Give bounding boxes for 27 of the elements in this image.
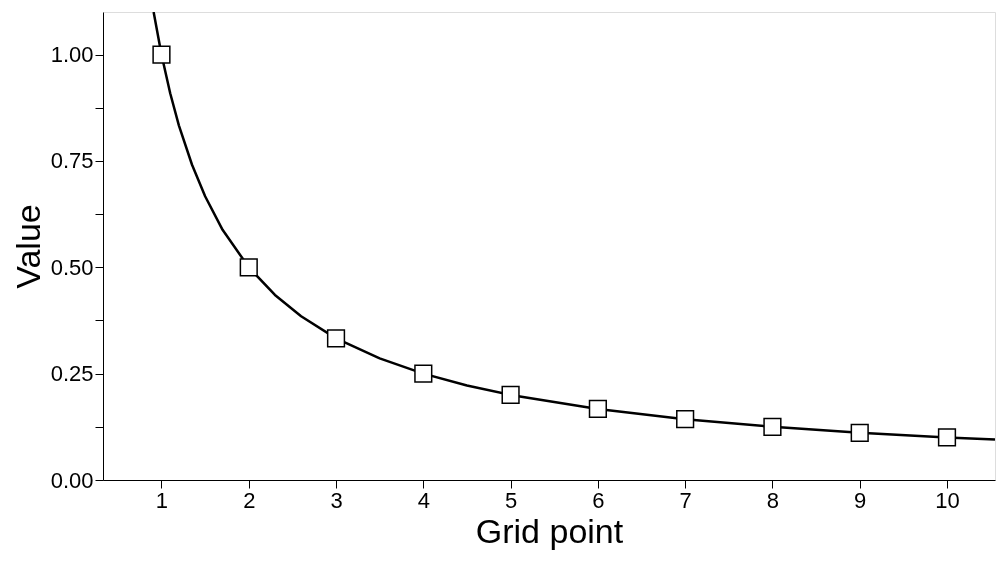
x-tick-label: 4 bbox=[417, 487, 430, 513]
x-tick-label: 7 bbox=[679, 487, 692, 513]
y-tick-label: 0.25 bbox=[50, 361, 94, 387]
point bbox=[588, 399, 607, 419]
point bbox=[414, 364, 433, 383]
point bbox=[152, 45, 171, 64]
y-tick-label: 1.00 bbox=[50, 42, 94, 68]
x-tick-label: 9 bbox=[854, 487, 867, 513]
y-tick-label: 0.75 bbox=[50, 148, 94, 174]
point bbox=[326, 329, 346, 348]
point bbox=[763, 417, 782, 436]
x-tick-label: 3 bbox=[330, 487, 343, 513]
x-tick-label: 6 bbox=[592, 487, 605, 513]
x-tick-label: 2 bbox=[243, 487, 256, 513]
x-tick-label: 10 bbox=[935, 487, 960, 513]
point bbox=[676, 410, 695, 429]
point bbox=[937, 428, 957, 447]
point bbox=[239, 258, 258, 277]
x-tick-label: 1 bbox=[155, 487, 169, 513]
y-axis-title: Value bbox=[8, 204, 47, 289]
point bbox=[501, 385, 520, 405]
x-tick-label: 8 bbox=[766, 487, 780, 513]
point bbox=[850, 423, 869, 442]
x-axis-title: Grid point bbox=[475, 511, 624, 550]
y-tick-label: 0.00 bbox=[50, 467, 94, 493]
y-tick-label: 0.50 bbox=[50, 254, 94, 280]
x-tick-label: 5 bbox=[504, 487, 518, 513]
